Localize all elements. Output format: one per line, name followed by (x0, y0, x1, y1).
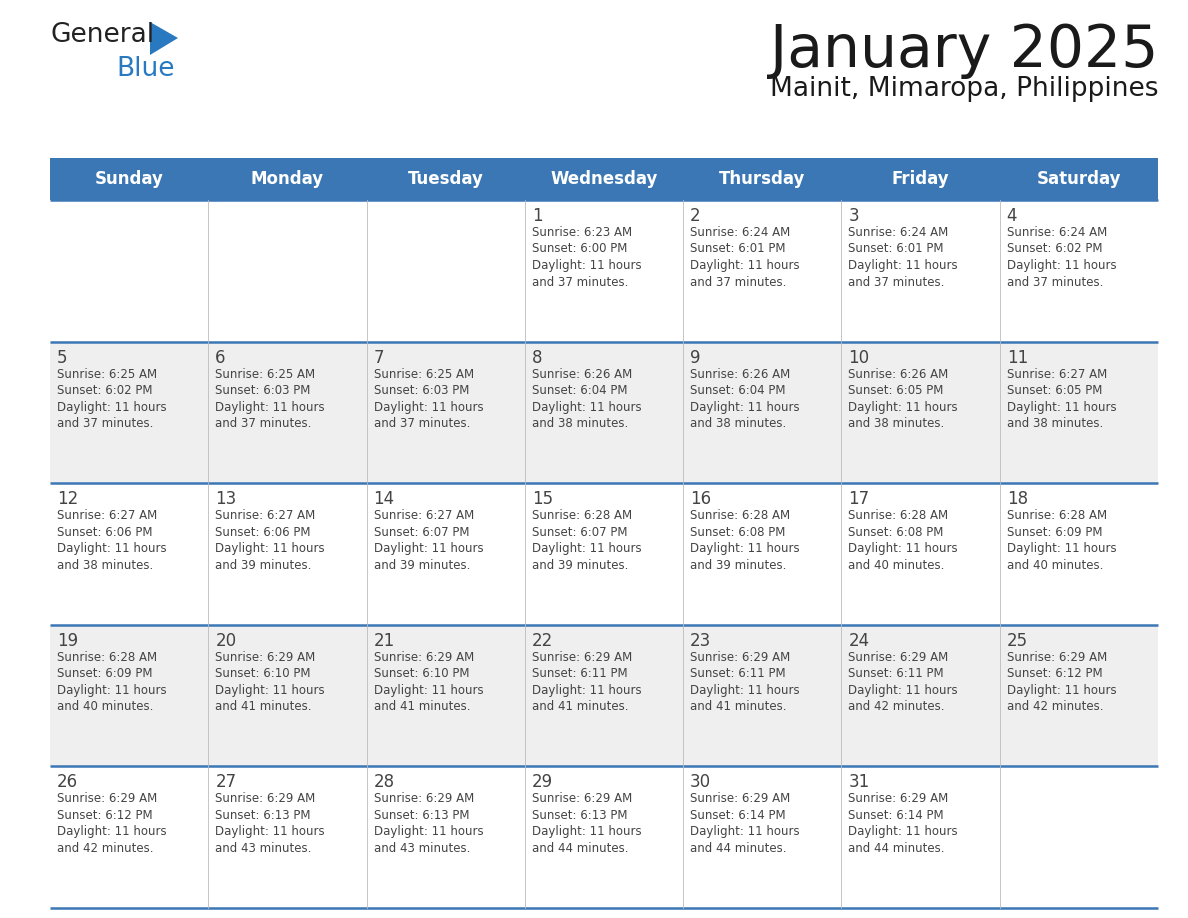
Text: Sunrise: 6:28 AM
Sunset: 6:08 PM
Daylight: 11 hours
and 40 minutes.: Sunrise: 6:28 AM Sunset: 6:08 PM Dayligh… (848, 509, 958, 572)
Text: Sunrise: 6:23 AM
Sunset: 6:00 PM
Daylight: 11 hours
and 37 minutes.: Sunrise: 6:23 AM Sunset: 6:00 PM Dayligh… (532, 226, 642, 288)
Text: Blue: Blue (116, 56, 175, 82)
Text: Friday: Friday (892, 170, 949, 188)
Text: Tuesday: Tuesday (407, 170, 484, 188)
Text: 3: 3 (848, 207, 859, 225)
Text: 1: 1 (532, 207, 543, 225)
Text: 27: 27 (215, 773, 236, 791)
Text: 31: 31 (848, 773, 870, 791)
Text: January 2025: January 2025 (770, 22, 1158, 79)
Text: Sunrise: 6:29 AM
Sunset: 6:13 PM
Daylight: 11 hours
and 43 minutes.: Sunrise: 6:29 AM Sunset: 6:13 PM Dayligh… (215, 792, 324, 855)
Text: 16: 16 (690, 490, 712, 509)
Text: Sunrise: 6:29 AM
Sunset: 6:14 PM
Daylight: 11 hours
and 44 minutes.: Sunrise: 6:29 AM Sunset: 6:14 PM Dayligh… (690, 792, 800, 855)
Text: Sunrise: 6:29 AM
Sunset: 6:12 PM
Daylight: 11 hours
and 42 minutes.: Sunrise: 6:29 AM Sunset: 6:12 PM Dayligh… (1006, 651, 1117, 713)
Text: Sunrise: 6:29 AM
Sunset: 6:12 PM
Daylight: 11 hours
and 42 minutes.: Sunrise: 6:29 AM Sunset: 6:12 PM Dayligh… (57, 792, 166, 855)
Text: 11: 11 (1006, 349, 1028, 366)
Polygon shape (150, 22, 178, 55)
Text: 9: 9 (690, 349, 701, 366)
Text: 10: 10 (848, 349, 870, 366)
Text: Sunrise: 6:27 AM
Sunset: 6:06 PM
Daylight: 11 hours
and 39 minutes.: Sunrise: 6:27 AM Sunset: 6:06 PM Dayligh… (215, 509, 324, 572)
Bar (50, 158, 1158, 200)
Text: Sunrise: 6:26 AM
Sunset: 6:04 PM
Daylight: 11 hours
and 38 minutes.: Sunrise: 6:26 AM Sunset: 6:04 PM Dayligh… (690, 367, 800, 431)
Text: Sunrise: 6:28 AM
Sunset: 6:09 PM
Daylight: 11 hours
and 40 minutes.: Sunrise: 6:28 AM Sunset: 6:09 PM Dayligh… (57, 651, 166, 713)
Text: 12: 12 (57, 490, 78, 509)
Text: Sunrise: 6:27 AM
Sunset: 6:05 PM
Daylight: 11 hours
and 38 minutes.: Sunrise: 6:27 AM Sunset: 6:05 PM Dayligh… (1006, 367, 1117, 431)
Text: Saturday: Saturday (1037, 170, 1121, 188)
Text: Mainit, Mimaropa, Philippines: Mainit, Mimaropa, Philippines (770, 76, 1158, 102)
Text: 29: 29 (532, 773, 552, 791)
Text: Sunrise: 6:28 AM
Sunset: 6:07 PM
Daylight: 11 hours
and 39 minutes.: Sunrise: 6:28 AM Sunset: 6:07 PM Dayligh… (532, 509, 642, 572)
Text: Sunrise: 6:29 AM
Sunset: 6:14 PM
Daylight: 11 hours
and 44 minutes.: Sunrise: 6:29 AM Sunset: 6:14 PM Dayligh… (848, 792, 958, 855)
Text: Sunrise: 6:29 AM
Sunset: 6:11 PM
Daylight: 11 hours
and 42 minutes.: Sunrise: 6:29 AM Sunset: 6:11 PM Dayligh… (848, 651, 958, 713)
Text: 7: 7 (373, 349, 384, 366)
Text: Sunrise: 6:25 AM
Sunset: 6:03 PM
Daylight: 11 hours
and 37 minutes.: Sunrise: 6:25 AM Sunset: 6:03 PM Dayligh… (373, 367, 484, 431)
Text: 5: 5 (57, 349, 68, 366)
Text: Sunrise: 6:29 AM
Sunset: 6:11 PM
Daylight: 11 hours
and 41 minutes.: Sunrise: 6:29 AM Sunset: 6:11 PM Dayligh… (690, 651, 800, 713)
Text: 24: 24 (848, 632, 870, 650)
Text: 25: 25 (1006, 632, 1028, 650)
Text: 13: 13 (215, 490, 236, 509)
Text: Sunrise: 6:26 AM
Sunset: 6:05 PM
Daylight: 11 hours
and 38 minutes.: Sunrise: 6:26 AM Sunset: 6:05 PM Dayligh… (848, 367, 958, 431)
Text: 21: 21 (373, 632, 394, 650)
Text: Sunrise: 6:29 AM
Sunset: 6:10 PM
Daylight: 11 hours
and 41 minutes.: Sunrise: 6:29 AM Sunset: 6:10 PM Dayligh… (215, 651, 324, 713)
Text: 20: 20 (215, 632, 236, 650)
Text: Monday: Monday (251, 170, 324, 188)
Text: Sunrise: 6:27 AM
Sunset: 6:06 PM
Daylight: 11 hours
and 38 minutes.: Sunrise: 6:27 AM Sunset: 6:06 PM Dayligh… (57, 509, 166, 572)
Text: 4: 4 (1006, 207, 1017, 225)
Text: Sunrise: 6:29 AM
Sunset: 6:13 PM
Daylight: 11 hours
and 44 minutes.: Sunrise: 6:29 AM Sunset: 6:13 PM Dayligh… (532, 792, 642, 855)
Text: 15: 15 (532, 490, 552, 509)
Text: Sunday: Sunday (95, 170, 164, 188)
Text: Sunrise: 6:29 AM
Sunset: 6:11 PM
Daylight: 11 hours
and 41 minutes.: Sunrise: 6:29 AM Sunset: 6:11 PM Dayligh… (532, 651, 642, 713)
Text: 14: 14 (373, 490, 394, 509)
Text: 23: 23 (690, 632, 712, 650)
Text: Sunrise: 6:27 AM
Sunset: 6:07 PM
Daylight: 11 hours
and 39 minutes.: Sunrise: 6:27 AM Sunset: 6:07 PM Dayligh… (373, 509, 484, 572)
Text: Sunrise: 6:24 AM
Sunset: 6:01 PM
Daylight: 11 hours
and 37 minutes.: Sunrise: 6:24 AM Sunset: 6:01 PM Dayligh… (848, 226, 958, 288)
Text: Sunrise: 6:28 AM
Sunset: 6:08 PM
Daylight: 11 hours
and 39 minutes.: Sunrise: 6:28 AM Sunset: 6:08 PM Dayligh… (690, 509, 800, 572)
Text: Thursday: Thursday (719, 170, 805, 188)
Text: 8: 8 (532, 349, 543, 366)
Text: 28: 28 (373, 773, 394, 791)
Text: 26: 26 (57, 773, 78, 791)
Text: 18: 18 (1006, 490, 1028, 509)
Text: Sunrise: 6:25 AM
Sunset: 6:03 PM
Daylight: 11 hours
and 37 minutes.: Sunrise: 6:25 AM Sunset: 6:03 PM Dayligh… (215, 367, 324, 431)
Text: Wednesday: Wednesday (550, 170, 658, 188)
Text: 17: 17 (848, 490, 870, 509)
Text: Sunrise: 6:24 AM
Sunset: 6:02 PM
Daylight: 11 hours
and 37 minutes.: Sunrise: 6:24 AM Sunset: 6:02 PM Dayligh… (1006, 226, 1117, 288)
Text: Sunrise: 6:24 AM
Sunset: 6:01 PM
Daylight: 11 hours
and 37 minutes.: Sunrise: 6:24 AM Sunset: 6:01 PM Dayligh… (690, 226, 800, 288)
Bar (50, 200, 1158, 341)
Bar (50, 483, 1158, 625)
Text: Sunrise: 6:26 AM
Sunset: 6:04 PM
Daylight: 11 hours
and 38 minutes.: Sunrise: 6:26 AM Sunset: 6:04 PM Dayligh… (532, 367, 642, 431)
Bar (50, 625, 1158, 767)
Text: 30: 30 (690, 773, 712, 791)
Text: 6: 6 (215, 349, 226, 366)
Text: 22: 22 (532, 632, 554, 650)
Text: Sunrise: 6:29 AM
Sunset: 6:13 PM
Daylight: 11 hours
and 43 minutes.: Sunrise: 6:29 AM Sunset: 6:13 PM Dayligh… (373, 792, 484, 855)
Bar (50, 767, 1158, 908)
Text: Sunrise: 6:25 AM
Sunset: 6:02 PM
Daylight: 11 hours
and 37 minutes.: Sunrise: 6:25 AM Sunset: 6:02 PM Dayligh… (57, 367, 166, 431)
Text: General: General (50, 22, 154, 48)
Text: Sunrise: 6:29 AM
Sunset: 6:10 PM
Daylight: 11 hours
and 41 minutes.: Sunrise: 6:29 AM Sunset: 6:10 PM Dayligh… (373, 651, 484, 713)
Text: 19: 19 (57, 632, 78, 650)
Bar (50, 341, 1158, 483)
Text: Sunrise: 6:28 AM
Sunset: 6:09 PM
Daylight: 11 hours
and 40 minutes.: Sunrise: 6:28 AM Sunset: 6:09 PM Dayligh… (1006, 509, 1117, 572)
Text: 2: 2 (690, 207, 701, 225)
